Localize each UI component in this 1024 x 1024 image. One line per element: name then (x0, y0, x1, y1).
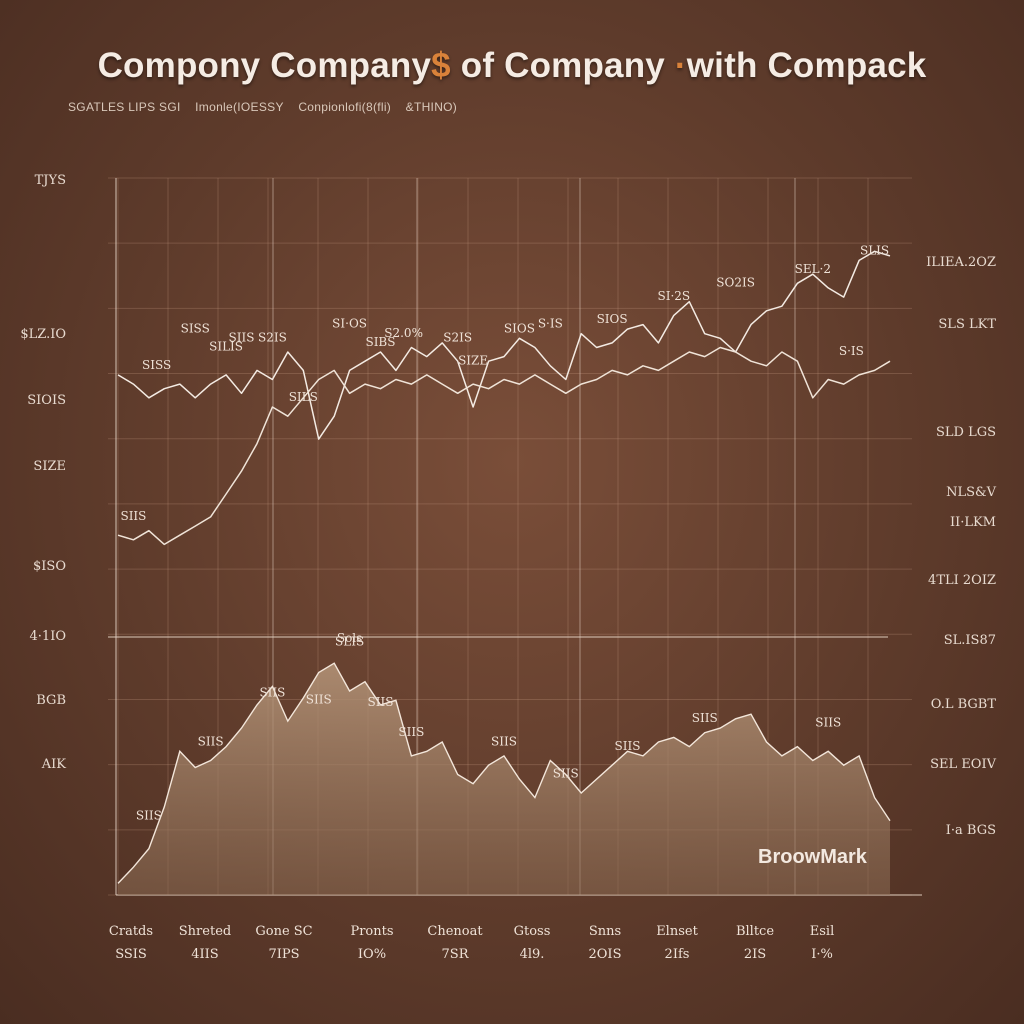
volume-data-label: SIIS (198, 734, 224, 748)
data-label: SIIS (229, 330, 255, 344)
category-value: 2Ifs (665, 947, 690, 962)
volume-area (117, 662, 891, 895)
category-label: Pronts (350, 924, 393, 939)
y-tick-label-right: II·LKM (950, 515, 996, 530)
category-label: Elnset (656, 924, 698, 939)
category-label: Blltce (736, 924, 774, 939)
data-label: SIIS (120, 509, 146, 523)
subtitle-part: &THINO) (405, 100, 458, 114)
y-tick-label-right: SLD LGS (936, 425, 996, 440)
data-label: SI·2S (658, 289, 691, 303)
series-line-1 (117, 250, 891, 440)
y-tick-label-right: SL.IS87 (944, 633, 996, 648)
y-tick-label-right: SLS LKT (938, 317, 996, 332)
volume-data-label: SIIS (398, 725, 424, 739)
data-label: SLIS (860, 243, 889, 257)
volume-data-label: SIIS (692, 711, 718, 725)
data-label: S·IS (839, 344, 864, 358)
y-axis-right-labels: ILIEA.2OZ SLS LKT SLD LGS NLS&V II·LKM 4TLI 2… (926, 255, 996, 838)
category-label: Cratds (109, 924, 153, 939)
data-label: SILS (289, 390, 318, 404)
category-value: 2OIS (589, 947, 622, 962)
y-tick-label-right: O.L BGBT (931, 697, 997, 712)
volume-data-label: SLIS (335, 635, 364, 649)
y-axis-left-labels: TJYS $LZ.IO SIOIS SIZE $ISO 4·1IO BGB AIK (20, 173, 66, 772)
y-tick-label-left: SIZE (33, 459, 66, 474)
y-tick-label-left: $LZ.IO (20, 327, 66, 342)
y-tick-label-right: ILIEA.2OZ (926, 255, 996, 270)
y-tick-label-right: I·a BGS (946, 823, 996, 838)
y-tick-label-left: TJYS (35, 173, 66, 188)
y-tick-label-left: 4·1IO (30, 629, 66, 644)
data-label: S2IS (443, 330, 472, 344)
y-tick-label-left: BGB (36, 693, 66, 708)
y-tick-label-left: SIOIS (27, 393, 66, 408)
data-label: S·IS (538, 317, 563, 331)
volume-data-label: SIIS (306, 693, 332, 707)
category-label: Gone SC (255, 924, 312, 939)
volume-area-line (117, 662, 891, 884)
volume-data-label: SIIS (136, 808, 162, 822)
data-label: SO2IS (716, 276, 755, 290)
chart-subtitle: SGATLES LIPS SGI Imonle(IOESSY Conpionlo… (68, 100, 457, 114)
data-label: SISS (181, 321, 210, 335)
volume-data-label: SIIS (368, 695, 394, 709)
volume-data-label: SIIS (815, 716, 841, 730)
category-value: 7IPS (268, 947, 299, 962)
subtitle-part: Conpionlofi(8(fli) (298, 100, 392, 114)
data-label: SIBS (365, 335, 395, 349)
volume-area-fill (118, 663, 890, 895)
y-tick-label-right: 4TLI 2OIZ (928, 573, 996, 588)
data-label: SI·OS (332, 317, 367, 331)
data-label: S2.0% (384, 326, 423, 340)
category-value: 7SR (442, 947, 470, 962)
price-lines (117, 250, 891, 546)
category-value: IO% (358, 947, 386, 962)
y-tick-label-right: SEL EOIV (930, 757, 996, 772)
subtitle-part: Imonle(IOESSY (195, 100, 284, 114)
y-tick-label-right: NLS&V (946, 485, 996, 500)
data-label: SIOS (597, 312, 628, 326)
data-label: SILIS (209, 340, 243, 354)
category-value: 2IS (744, 947, 766, 962)
volume-data-label: SIIS (553, 767, 579, 781)
category-labels: Cratds SSIS Shreted 4IIS Gone SC 7IPS Pronts IO… (109, 924, 834, 962)
data-label: SIOS (504, 321, 535, 335)
peak-label: Sols (337, 631, 362, 645)
category-label: Snns (589, 924, 621, 939)
subtitle-part: SGATLES LIPS SGI (68, 100, 181, 114)
y-tick-label-left: AIK (41, 757, 67, 772)
volume-data-label: SIIS (615, 739, 641, 753)
data-label: SISS (142, 358, 171, 372)
category-value: 4IIS (191, 947, 218, 962)
data-label: S2IS (258, 330, 287, 344)
data-label: SIZE (458, 353, 488, 367)
data-label: SEL·2 (795, 262, 831, 276)
category-label: Gtoss (514, 924, 551, 939)
chart-title: Compony Company$ of Company ·with Compac… (97, 46, 927, 85)
category-label: Chenoat (427, 924, 483, 939)
category-label: Shreted (179, 924, 231, 939)
category-value: I·% (811, 947, 833, 962)
category-value: 4l9. (520, 947, 545, 962)
volume-data-label: SIIS (491, 734, 517, 748)
series-line-2 (117, 346, 891, 546)
y-tick-label-left: $ISO (33, 559, 66, 574)
volume-data-label: SIIS (259, 686, 285, 700)
category-value: SSIS (115, 947, 147, 962)
brand-label: BroowMark (758, 846, 867, 868)
category-label: Esil (810, 924, 834, 939)
